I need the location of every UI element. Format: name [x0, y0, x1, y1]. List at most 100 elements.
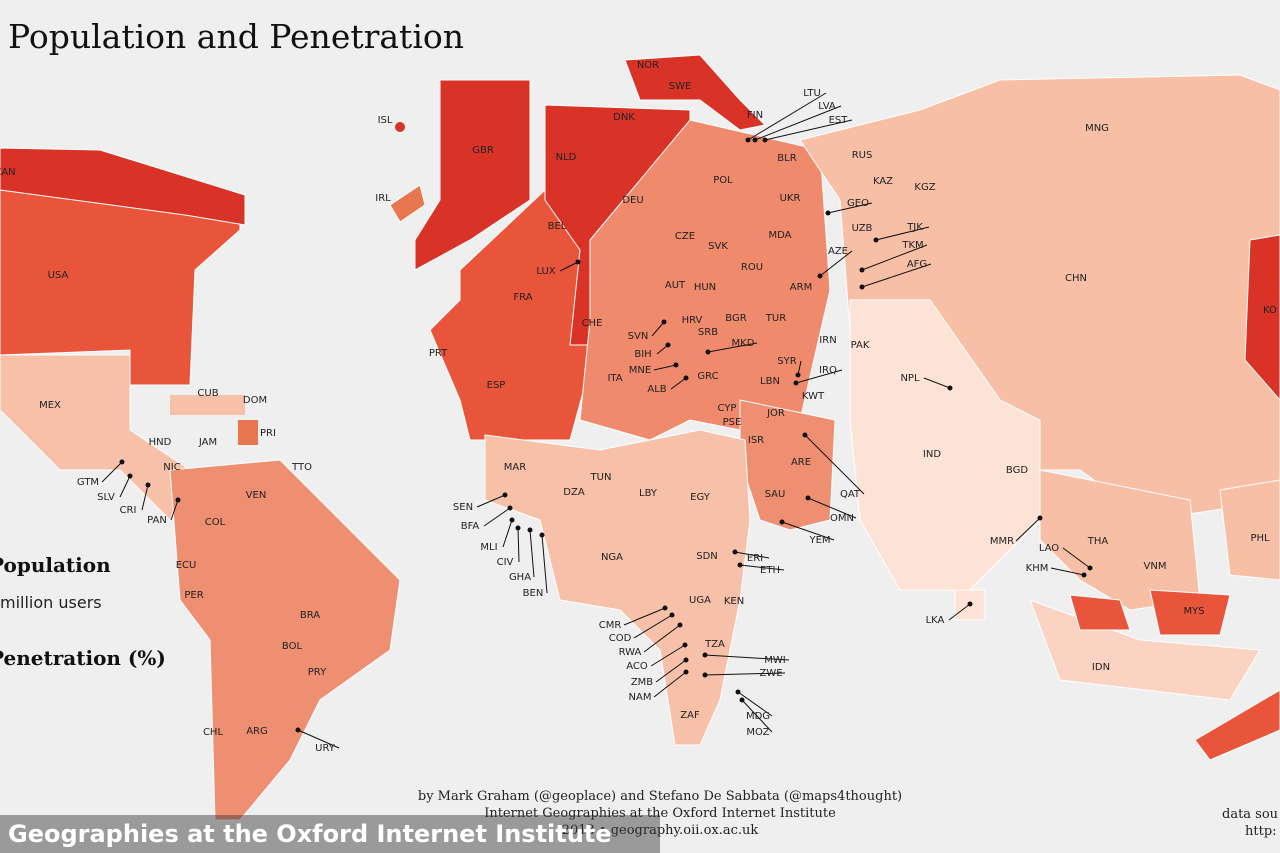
country-label: SYR — [777, 356, 796, 367]
country-labels: CAN USA MEX CUB DOM JAM PRI HND NIC TTO GTM SLV CRI P… — [0, 60, 1277, 754]
country-label: GBR — [472, 145, 494, 156]
leader-line — [653, 364, 677, 371]
leader-dot — [175, 497, 181, 503]
leader-line — [875, 226, 930, 241]
country-label: PHL — [1250, 533, 1270, 544]
jpn-shape — [1194, 689, 1280, 761]
leader-dot — [702, 672, 708, 678]
caribbean-shape — [170, 395, 245, 415]
ind-shape — [849, 299, 1041, 591]
pri-shape — [238, 420, 258, 445]
leader-dot — [527, 527, 533, 533]
country-label: DNK — [613, 112, 635, 123]
leader-line — [297, 729, 340, 749]
legend-unit: million users — [0, 593, 102, 612]
country-label: BGR — [725, 313, 746, 324]
country-label: DEU — [622, 195, 643, 206]
leader-line — [707, 342, 758, 353]
country-label: LVA — [818, 101, 836, 112]
leader-line — [754, 105, 842, 141]
country-label: OMN — [830, 513, 854, 524]
leader-dot — [683, 669, 689, 675]
leader-line — [1062, 547, 1091, 569]
credit: Internet Geographies at the Oxford Inter… — [484, 806, 836, 821]
country-label: IRN — [819, 335, 836, 346]
country-label: VNM — [1144, 561, 1167, 572]
leader-dot — [967, 601, 973, 607]
legend-population: Population — [0, 553, 111, 577]
leader-dot — [1081, 572, 1087, 578]
country-label: KGZ — [914, 182, 935, 193]
country-label: MYS — [1183, 606, 1204, 617]
watermark-bar — [0, 815, 660, 853]
country-label: ARG — [246, 726, 268, 737]
country-label: EST — [829, 115, 849, 126]
country-label: MOZ — [746, 727, 769, 738]
leader-dot — [119, 459, 125, 465]
country-label: HND — [149, 437, 172, 448]
country-label: ERI — [747, 553, 763, 564]
country-label: PRY — [308, 667, 327, 678]
country-label: MMR — [990, 536, 1014, 547]
country-label: ECU — [176, 560, 197, 571]
country-label: MKD — [732, 338, 755, 349]
country-label: NOR — [637, 60, 659, 71]
country-label: UZB — [852, 223, 873, 234]
country-label: BRA — [300, 610, 320, 621]
country-label: TZA — [704, 639, 725, 650]
country-label: NGA — [601, 552, 623, 563]
country-label: SRB — [698, 327, 718, 338]
can-shape — [0, 147, 246, 226]
nordic-shape — [624, 54, 767, 131]
leader-dot — [779, 519, 785, 525]
country-label: LBY — [639, 488, 658, 499]
leader-line — [633, 614, 673, 639]
leader-dot — [793, 380, 799, 386]
country-label: KEN — [724, 596, 744, 607]
country-label: TUN — [590, 472, 612, 483]
africa-shape — [484, 429, 751, 746]
country-label: ROU — [741, 262, 763, 273]
country-label: AFG — [907, 259, 927, 270]
kor-shape — [1244, 234, 1280, 401]
mys-shape — [1149, 589, 1231, 636]
leader-dot — [127, 473, 133, 479]
country-label: LAO — [1039, 543, 1059, 554]
country-label: CMR — [599, 620, 622, 631]
leader-dot — [682, 642, 688, 648]
leader-line — [739, 564, 785, 571]
leader-dot — [661, 319, 667, 325]
country-label: NAM — [629, 692, 652, 703]
leader-line — [1015, 517, 1041, 542]
leader-dot — [509, 517, 515, 523]
country-label: MLI — [480, 542, 497, 553]
country-label: IND — [923, 449, 941, 460]
country-label: PRI — [260, 428, 276, 439]
country-label: ARE — [791, 457, 811, 468]
country-label: NPL — [900, 373, 920, 384]
country-label: TUR — [765, 313, 786, 324]
country-label: CIV — [497, 557, 514, 568]
country-label: YEM — [808, 535, 830, 546]
country-label: ISR — [748, 435, 764, 446]
leader-dot — [295, 727, 301, 733]
leader-dot — [662, 605, 668, 611]
leader-line — [651, 321, 665, 337]
country-label: ESP — [487, 380, 506, 391]
leader-dot — [145, 482, 151, 488]
leader-line — [704, 672, 786, 676]
country-label: PER — [184, 590, 203, 601]
leader-dot — [515, 525, 521, 531]
country-label: GRC — [697, 371, 718, 382]
leader-line — [650, 644, 686, 667]
leader-dot — [947, 385, 953, 391]
country-label: MNG — [1085, 123, 1109, 134]
leader-dot — [673, 362, 679, 368]
leader-line — [704, 654, 790, 661]
country-label: PSE — [723, 417, 742, 428]
credit: 2013 • geography.oii.ox.ac.uk — [562, 823, 759, 838]
leader-line — [101, 461, 123, 483]
leader-dot — [669, 612, 675, 618]
leader-line — [559, 261, 579, 272]
